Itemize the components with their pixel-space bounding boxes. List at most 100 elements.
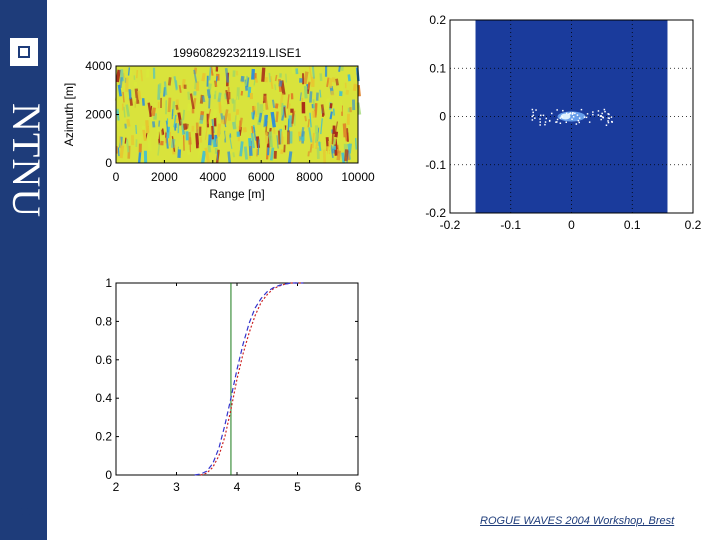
spectrum-speckle (548, 120, 551, 122)
sidebar: NTNU 11 (0, 0, 49, 540)
sar-texture (114, 65, 362, 164)
spectrum-speckle (534, 117, 536, 119)
ntnu-logo-icon (10, 38, 38, 66)
spectrum-y-tick-label: -0.1 (425, 158, 446, 172)
spectrum-speckle (592, 113, 594, 116)
sar-x-tick-label: 4000 (199, 170, 226, 184)
spectrum-speckle (600, 115, 602, 117)
cdf-series-line (194, 282, 304, 476)
sar-y-tick-label: 4000 (85, 59, 112, 73)
cdf-y-tick-label: 0 (105, 468, 112, 482)
sar-x-axis-label: Range [m] (209, 187, 264, 201)
spectrum-speckle (586, 113, 589, 115)
cdf-y-tick-label: 0.8 (95, 314, 112, 328)
spectrum-speckle (608, 117, 610, 120)
brand-text: NTNU (4, 103, 49, 219)
spectrum-speckle (531, 108, 534, 111)
spectrum-peak (557, 111, 586, 122)
spectrum-speckle (571, 113, 574, 115)
spectrum-x-tick-label: 0 (568, 218, 575, 232)
cdf-x-tick-label: 6 (355, 480, 362, 494)
footer-caption[interactable]: ROGUE WAVES 2004 Workshop, Brest (480, 515, 675, 527)
cdf-axes-frame (115, 282, 359, 476)
spectrum-speckle (535, 109, 537, 111)
spectrum-speckle (607, 117, 610, 119)
spectrum-speckle (611, 120, 613, 123)
spectrum-speckle (575, 123, 578, 125)
spectrum-speckle (610, 116, 613, 118)
spectrum-y-tick-label: 0 (439, 110, 446, 124)
spectrum-speckle (544, 121, 547, 123)
spectrum-speckle (559, 122, 562, 124)
spectrum-speckle (545, 117, 547, 120)
slide-number: 11 (20, 504, 32, 518)
spectrum-speckle (607, 121, 610, 124)
spectrum-speckle (571, 118, 573, 120)
spectrum-speckle (549, 119, 551, 122)
spectrum-speckle (566, 112, 568, 115)
spectrum-peak-core (560, 113, 571, 120)
cdf-y-tick-label: 0.2 (95, 430, 112, 444)
sar-title: 19960829232119.LISE1 (173, 46, 302, 60)
spectrum-speckle (597, 110, 600, 112)
sar-axes-frame (115, 65, 359, 164)
spectrum-x-tick-label: 0.2 (685, 218, 702, 232)
cdf-y-tick-label: 1 (105, 276, 112, 290)
spectrum-speckle (597, 114, 600, 116)
sar-x-tick-label: 10000 (341, 170, 375, 184)
spectrum-speckle (599, 115, 602, 117)
spectrum-speckle (540, 114, 542, 117)
spectrum-speckle (607, 120, 609, 122)
spectrum-speckle (585, 116, 588, 119)
spectrum-image (475, 20, 668, 213)
spectrum-speckle (583, 116, 586, 118)
spectrum-speckle (602, 116, 604, 119)
spectrum-speckle (569, 112, 572, 114)
spectrum-speckle (539, 118, 541, 120)
sar-x-tick-label: 0 (113, 170, 120, 184)
spectrum-speckle (551, 112, 553, 115)
spectrum-speckle (600, 115, 602, 117)
sar-x-tick-label: 2000 (151, 170, 178, 184)
spectrum-speckle (542, 114, 545, 117)
spectrum-speckle (608, 113, 610, 116)
spectrum-speckle (600, 118, 602, 121)
cdf-x-tick-label: 5 (294, 480, 301, 494)
spectrum-speckle (580, 108, 583, 111)
spectrum-speckle (531, 119, 534, 121)
spectrum-speckle (611, 121, 613, 123)
spectrum-speckle (572, 116, 575, 118)
spectrum-y-tick-label: 0.2 (429, 13, 446, 27)
sar-x-tick-label: 8000 (296, 170, 323, 184)
sar-x-tick-label: 6000 (248, 170, 275, 184)
spectrum-speckle (578, 121, 580, 124)
spectrum-plot-area (450, 20, 693, 213)
cdf-y-tick-label: 0.6 (95, 353, 112, 367)
sar-y-tick-label: 0 (105, 156, 112, 170)
spectrum-speckle (603, 108, 606, 111)
spectrum-speckle (577, 119, 580, 122)
spectrum-speckle (601, 112, 603, 115)
spectrum-axes-frame (449, 19, 694, 214)
spectrum-speckle (576, 114, 579, 116)
cdf-x-tick-label: 4 (234, 480, 241, 494)
spectrum-speckle (555, 121, 557, 123)
spectrum-speckle (569, 113, 571, 115)
spectrum-speckle (556, 118, 559, 121)
spectrum-x-tick-label: -0.2 (440, 218, 461, 232)
spectrum-y-tick-label: -0.2 (425, 206, 446, 220)
spectrum-speckle (565, 121, 567, 123)
spectrum-speckle (561, 116, 564, 118)
spectrum-speckle (605, 124, 608, 126)
spectrum-speckle (604, 110, 606, 113)
sar-image-background (116, 66, 358, 163)
spectrum-speckle (539, 121, 541, 123)
spectrum-speckle (572, 112, 574, 114)
spectrum-speckle (578, 117, 581, 119)
spectrum-speckle (532, 111, 534, 114)
spectrum-speckle (588, 121, 591, 123)
spectrum-speckle (531, 115, 533, 118)
spectrum-speckle (539, 124, 541, 126)
spectrum-speckle (559, 117, 562, 119)
